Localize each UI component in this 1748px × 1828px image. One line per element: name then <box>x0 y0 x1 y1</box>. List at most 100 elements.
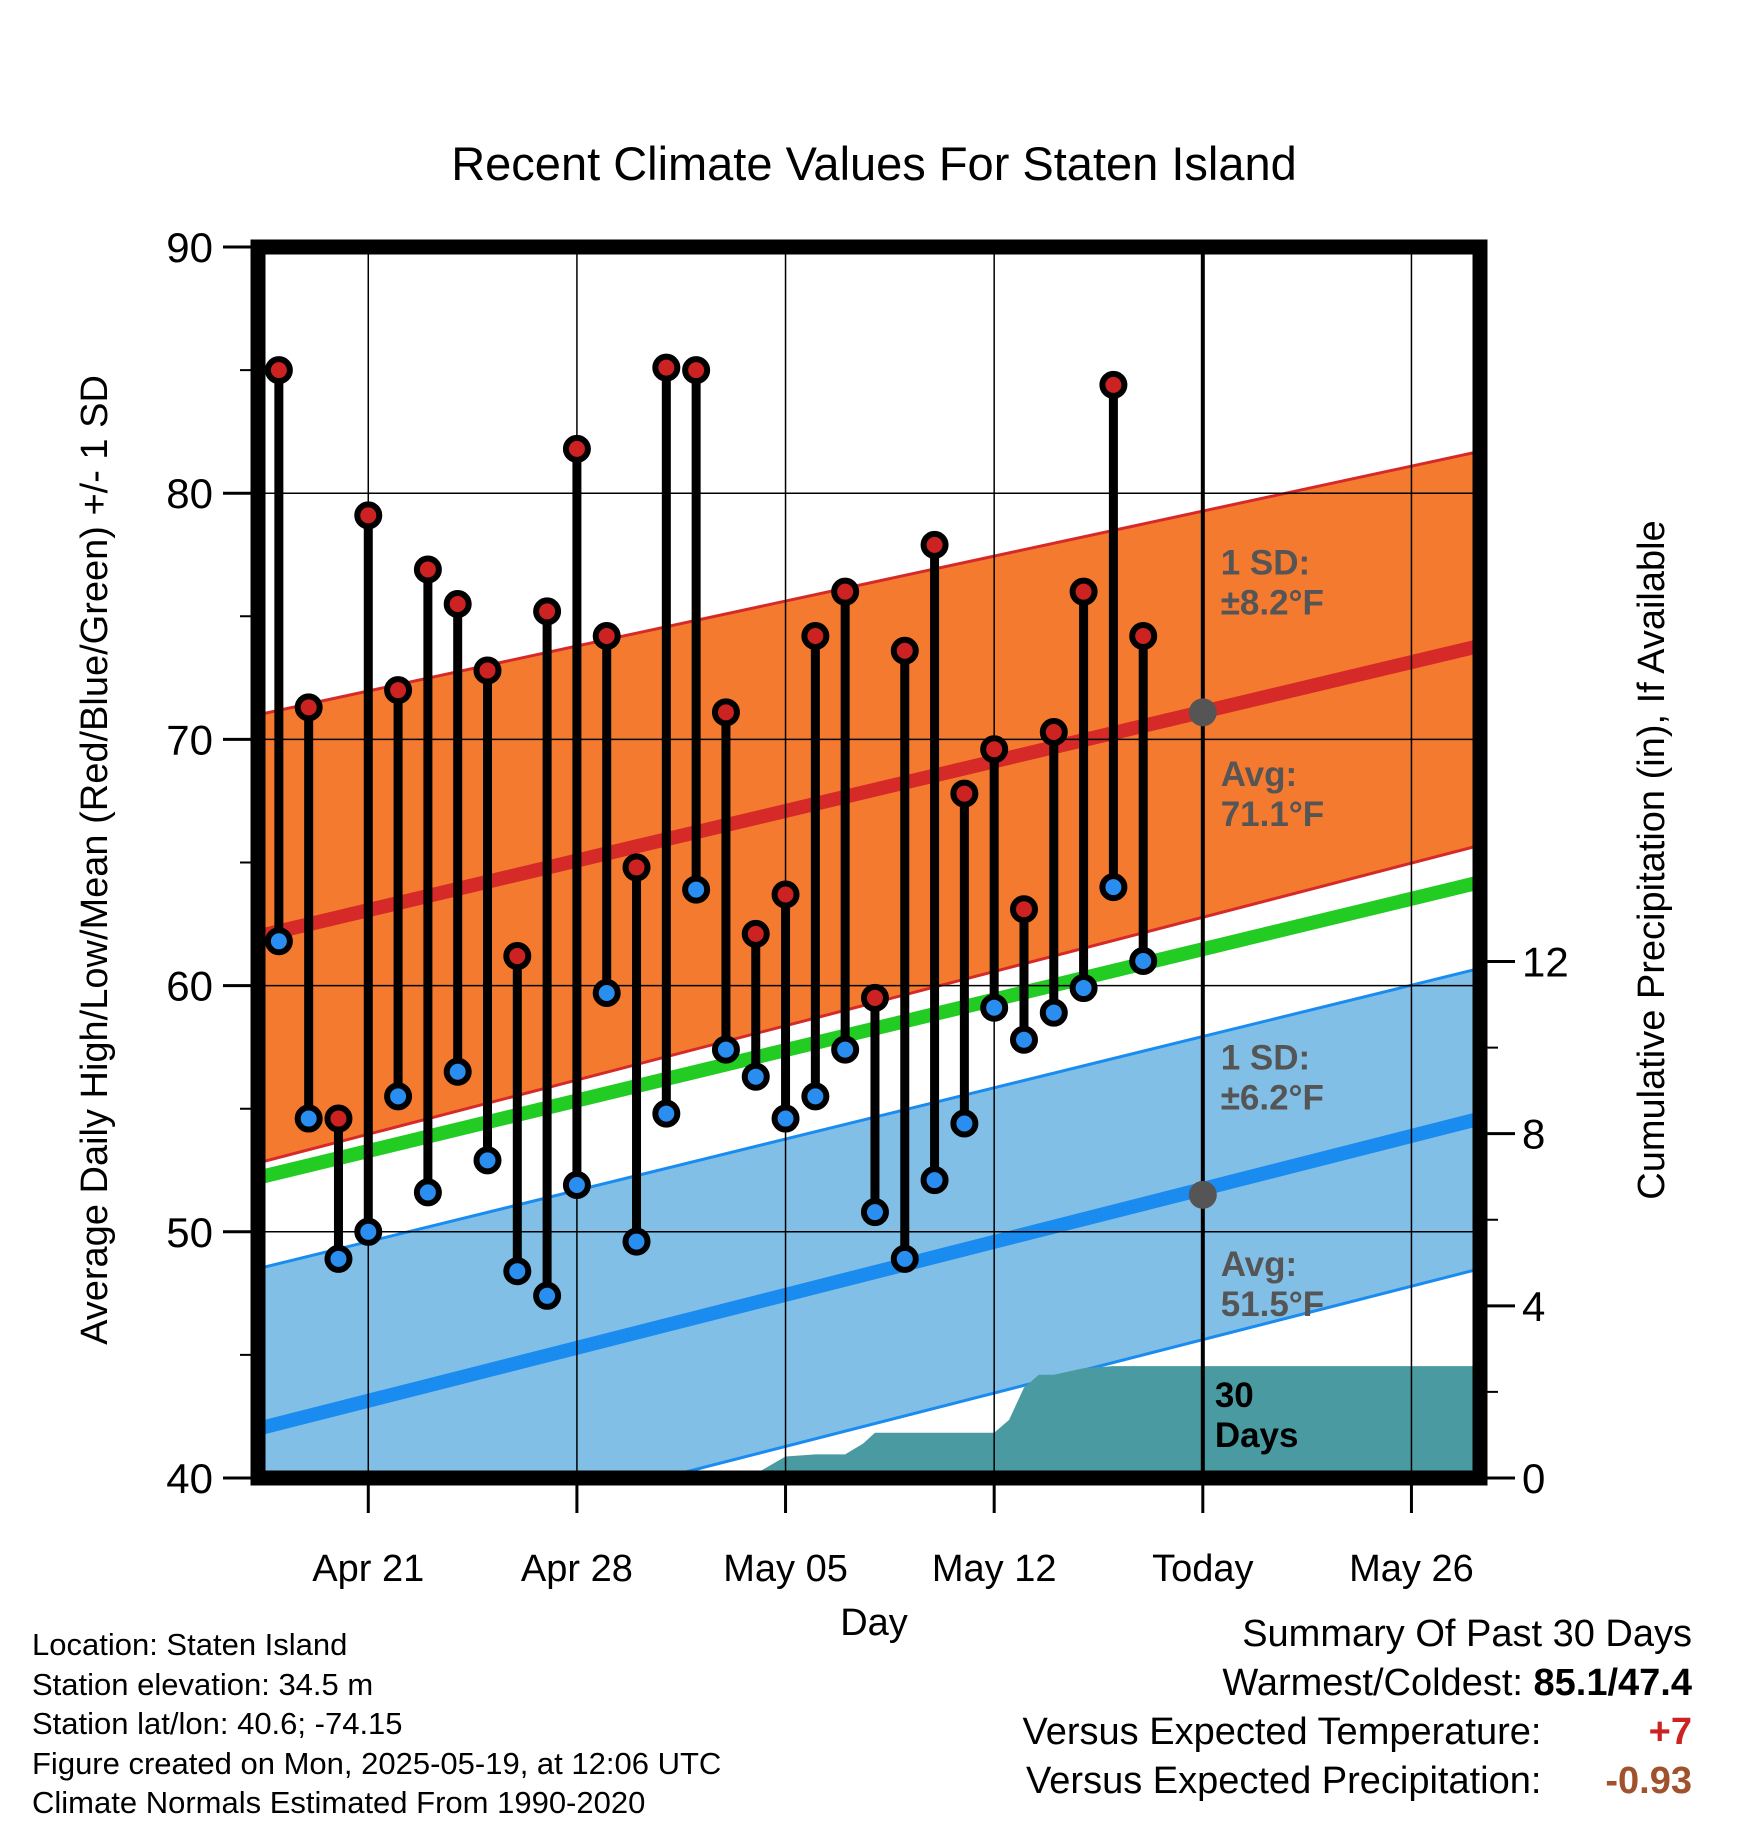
daily-low-point <box>413 1178 442 1207</box>
y-tick-label: 40 <box>166 1455 213 1502</box>
daily-low-point <box>354 1217 383 1246</box>
sd-band-upper-edge <box>258 966 1480 1271</box>
daily-low-point <box>443 1057 472 1086</box>
daily-high-point <box>860 983 889 1012</box>
daily-high-point <box>384 676 413 705</box>
daily-low-point <box>1099 873 1128 902</box>
summary-heading: Summary Of Past 30 Days <box>1242 1613 1692 1655</box>
daily-high-point <box>890 636 919 665</box>
daily-low-point <box>831 1035 860 1064</box>
daily-low-point <box>801 1082 830 1111</box>
daily-low-point <box>503 1257 532 1286</box>
y-axis-label: Average Daily High/Low/Mean (Red/Blue/Gr… <box>74 375 116 1345</box>
daily-high-point <box>682 356 711 385</box>
y-tick-label: 90 <box>166 224 213 271</box>
y-right-tick-label: 8 <box>1522 1111 1545 1158</box>
summary-label: Versus Expected Temperature: <box>1022 1711 1542 1753</box>
latlon-line: Station lat/lon: 40.6; -74.15 <box>32 1706 403 1741</box>
summary-row-temperature: Versus Expected Temperature: +7 <box>1023 1708 1692 1757</box>
daily-low-point <box>920 1166 949 1195</box>
daily-low-point <box>533 1281 562 1310</box>
location-line: Location: Staten Island <box>32 1627 348 1662</box>
daily-high-point <box>1039 718 1068 747</box>
daily-high-point <box>920 530 949 559</box>
daily-high-point <box>741 919 770 948</box>
daily-low-point <box>860 1198 889 1227</box>
summary-label: Warmest/Coldest: <box>1222 1662 1523 1704</box>
summary-value: -0.93 <box>1605 1760 1692 1802</box>
summary-value: 85.1/47.4 <box>1533 1662 1692 1704</box>
daily-high-point <box>592 621 621 650</box>
daily-high-point <box>771 880 800 909</box>
y-axis-right-label: Cumulative Precipitation (in), If Availa… <box>1631 520 1673 1199</box>
daily-low-point <box>950 1109 979 1138</box>
summary-panel: Summary Of Past 30 Days Warmest/Coldest:… <box>1023 1610 1692 1806</box>
station-info: Location: Staten Island Station elevatio… <box>32 1625 721 1823</box>
daily-high-point <box>950 779 979 808</box>
daily-low-point <box>294 1104 323 1133</box>
x-tick-label: May 12 <box>932 1548 1057 1590</box>
daily-low-point <box>890 1244 919 1273</box>
daily-high-point <box>443 589 472 618</box>
daily-low-point <box>562 1171 591 1200</box>
elevation-line: Station elevation: 34.5 m <box>32 1666 374 1702</box>
summary-label: Versus Expected Precipitation: <box>1026 1760 1542 1802</box>
daily-low-point <box>652 1099 681 1128</box>
chart-title: Recent Climate Values For Staten Island <box>451 137 1297 190</box>
daily-low-point <box>1009 1025 1038 1054</box>
average-line <box>258 875 1480 1185</box>
daily-low-point <box>592 978 621 1007</box>
daily-high-point <box>1099 370 1128 399</box>
daily-high-point <box>1129 621 1158 650</box>
x-tick-label: May 05 <box>723 1548 848 1590</box>
y-right-tick-label: 4 <box>1522 1283 1545 1330</box>
sd-annotation: Avg: 51.5°F <box>1221 1245 1325 1324</box>
normals-line: Climate Normals Estimated From 1990-2020 <box>32 1785 646 1820</box>
daily-low-point <box>622 1227 651 1256</box>
x-axis-label: Day <box>840 1602 908 1644</box>
summary-row-precipitation: Versus Expected Precipitation: -0.93 <box>1023 1757 1692 1806</box>
daily-high-point <box>324 1104 353 1133</box>
daily-low-point <box>473 1146 502 1175</box>
daily-low-point <box>741 1062 770 1091</box>
daily-high-point <box>503 942 532 971</box>
x-tick-label: Apr 28 <box>521 1548 633 1590</box>
daily-high-point <box>831 577 860 606</box>
daily-low-point <box>324 1244 353 1273</box>
daily-low-point <box>980 993 1009 1022</box>
y-tick-label: 50 <box>166 1209 213 1256</box>
daily-low-point <box>384 1082 413 1111</box>
daily-high-point <box>562 434 591 463</box>
summary-value: +7 <box>1648 1711 1692 1753</box>
daily-high-point <box>1069 577 1098 606</box>
average-line <box>258 1111 1480 1436</box>
sd-annotation: 1 SD: ±8.2°F <box>1221 543 1324 622</box>
daily-high-point <box>264 356 293 385</box>
y-tick-label: 60 <box>166 963 213 1010</box>
today-average-marker <box>1188 698 1217 727</box>
daily-high-point <box>1009 895 1038 924</box>
daily-high-point <box>980 735 1009 764</box>
sd-annotation: Avg: 71.1°F <box>1221 755 1325 834</box>
daily-high-point <box>413 555 442 584</box>
y-tick-label: 70 <box>166 716 213 763</box>
daily-low-point <box>682 875 711 904</box>
x-tick-label: May 26 <box>1349 1548 1474 1590</box>
y-right-tick-label: 0 <box>1522 1455 1545 1502</box>
today-average-marker <box>1188 1180 1217 1209</box>
y-tick-label: 80 <box>166 470 213 517</box>
daily-high-point <box>801 621 830 650</box>
sd-annotation: 1 SD: ±6.2°F <box>1221 1038 1324 1117</box>
daily-low-point <box>771 1104 800 1133</box>
daily-low-point <box>1129 946 1158 975</box>
precip-area <box>749 1366 1480 1478</box>
daily-high-point <box>622 853 651 882</box>
sd-band-lower-edge <box>656 1267 1480 1478</box>
daily-high-point <box>294 693 323 722</box>
daily-high-point <box>533 597 562 626</box>
daily-high-point <box>652 353 681 382</box>
created-line: Figure created on Mon, 2025-05-19, at 12… <box>32 1745 722 1781</box>
y-right-tick-label: 12 <box>1522 938 1569 985</box>
x-tick-label: Today <box>1152 1548 1253 1590</box>
